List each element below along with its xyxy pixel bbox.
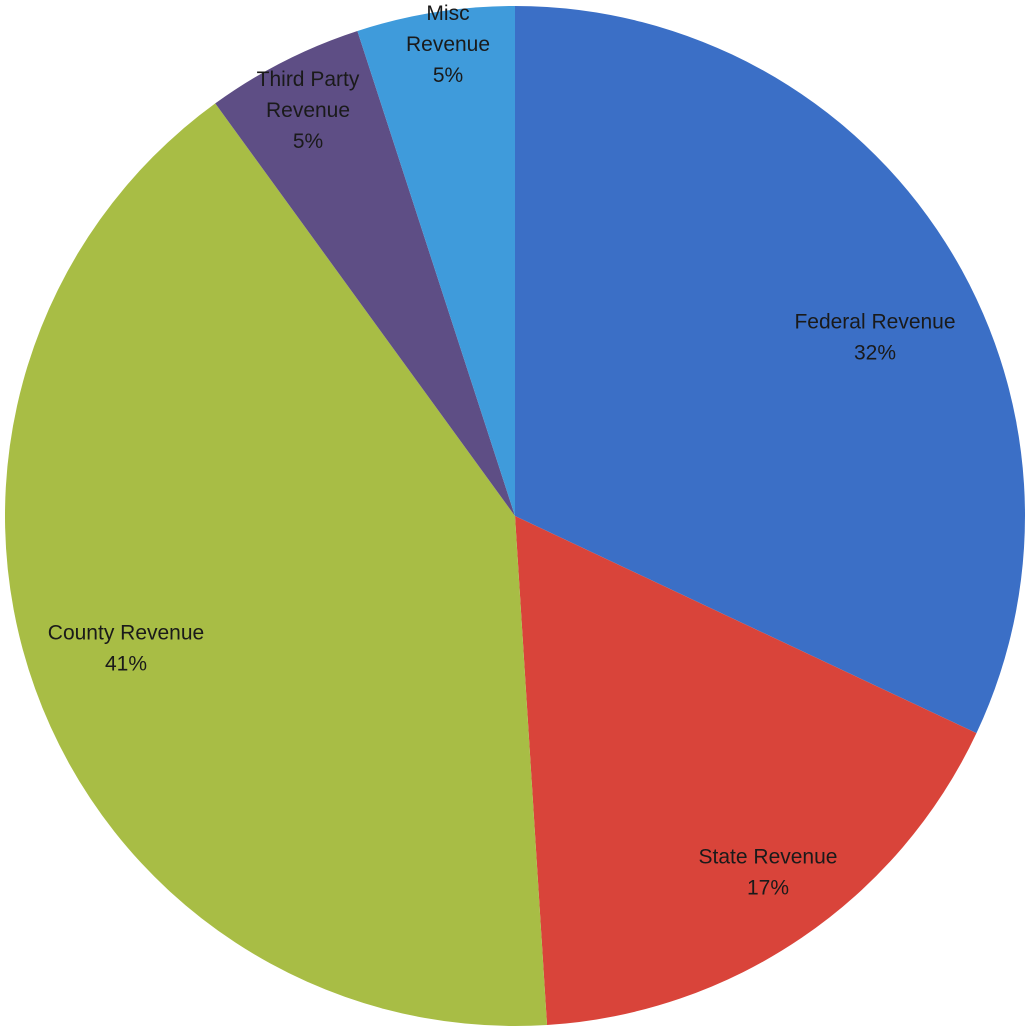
slice-name-line: Misc bbox=[426, 2, 469, 25]
slice-name-line: Third Party bbox=[257, 68, 360, 91]
slice-label-federal-revenue: Federal Revenue 32% bbox=[794, 311, 955, 365]
slice-label-county-revenue: County Revenue 41% bbox=[48, 622, 204, 676]
slice-percent: 5% bbox=[293, 130, 323, 153]
pie-slice-county-revenue bbox=[4, 103, 548, 1026]
slice-percent: 41% bbox=[105, 653, 147, 676]
slice-label-third-party-revenue: Third Party Revenue 5% bbox=[257, 68, 360, 153]
pie-slice-third-party-revenue bbox=[215, 30, 515, 516]
slice-percent: 32% bbox=[854, 342, 896, 365]
slice-label-misc-revenue: Misc Revenue 5% bbox=[406, 2, 490, 87]
slice-name-line: Federal Revenue bbox=[794, 311, 955, 334]
slice-name-line: Revenue bbox=[406, 33, 490, 56]
pie-slice-federal-revenue bbox=[515, 6, 1025, 734]
slice-label-state-revenue: State Revenue 17% bbox=[699, 846, 838, 900]
slice-percent: 17% bbox=[747, 877, 789, 900]
pie-slices bbox=[4, 6, 1025, 1026]
pie-slice-state-revenue bbox=[515, 516, 977, 1025]
slice-percent: 5% bbox=[433, 64, 463, 87]
slice-name-line: State Revenue bbox=[699, 846, 838, 869]
slice-name-line: County Revenue bbox=[48, 622, 204, 645]
pie-labels: Federal Revenue 32% State Revenue 17% County… bbox=[48, 2, 956, 900]
pie-slice-misc-revenue bbox=[357, 6, 515, 516]
slice-name-line: Revenue bbox=[266, 99, 350, 122]
